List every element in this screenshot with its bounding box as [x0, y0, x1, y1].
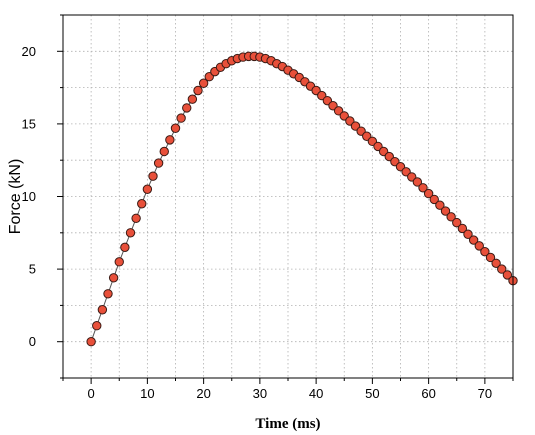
- data-markers: [86, 51, 518, 347]
- grid-lines: [63, 15, 513, 378]
- data-point: [92, 321, 102, 331]
- data-point: [176, 113, 186, 123]
- y-tick-label: 10: [22, 189, 36, 204]
- series-line: [90, 55, 514, 342]
- data-point: [480, 246, 490, 257]
- y-axis-title: Force (kN): [7, 159, 24, 235]
- data-point: [497, 264, 507, 274]
- x-tick-label: 0: [88, 386, 95, 401]
- data-point: [159, 146, 169, 157]
- axis-ticks: [57, 14, 514, 384]
- data-point: [193, 85, 203, 96]
- x-tick-label: 60: [421, 386, 435, 401]
- y-tick-label: 20: [22, 44, 36, 59]
- data-point: [187, 94, 198, 104]
- data-point: [457, 223, 468, 234]
- data-point: [153, 158, 164, 168]
- x-axis-title: Time (ms): [255, 416, 320, 432]
- data-point: [474, 241, 484, 251]
- data-point: [148, 171, 158, 181]
- data-point: [463, 229, 473, 239]
- series-polyline: [90, 55, 514, 342]
- x-tick-label: 70: [478, 386, 492, 401]
- data-point: [108, 273, 119, 283]
- data-point: [97, 305, 108, 315]
- data-point: [114, 257, 124, 267]
- plot-frame: [62, 14, 514, 379]
- data-point: [452, 217, 462, 228]
- data-point: [412, 177, 423, 187]
- data-point: [165, 135, 175, 145]
- data-point: [485, 252, 496, 263]
- x-tick-label: 20: [196, 386, 210, 401]
- data-point: [440, 206, 451, 216]
- x-tick-label: 50: [365, 386, 379, 401]
- x-tick-label: 40: [309, 386, 323, 401]
- x-tick-label: 30: [253, 386, 267, 401]
- data-point: [125, 228, 136, 238]
- y-tick-label: 15: [22, 116, 36, 131]
- data-point: [435, 200, 445, 210]
- data-point: [423, 188, 434, 199]
- data-point: [142, 184, 153, 194]
- data-point: [502, 270, 513, 280]
- data-point: [137, 199, 147, 209]
- data-point: [131, 213, 141, 223]
- data-point: [418, 183, 428, 193]
- x-tick-label: 10: [140, 386, 154, 401]
- data-point: [446, 212, 456, 222]
- tick-labels: 0 10 20 30 40 50 60 70 0 5 10 15 20: [22, 44, 493, 401]
- data-point: [103, 289, 113, 299]
- data-point: [120, 242, 130, 253]
- y-tick-label: 0: [29, 334, 36, 349]
- y-tick-label: 5: [29, 262, 36, 277]
- data-point: [468, 235, 479, 245]
- data-point: [86, 337, 96, 347]
- data-point: [182, 103, 192, 113]
- data-point: [198, 78, 209, 88]
- data-point: [170, 123, 181, 133]
- data-point: [491, 258, 501, 268]
- data-point: [429, 194, 439, 205]
